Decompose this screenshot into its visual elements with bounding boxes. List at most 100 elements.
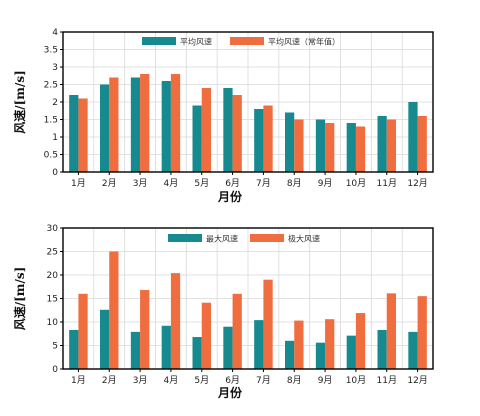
y-tick-label: 1 <box>52 133 58 143</box>
y-tick-label: 15 <box>47 295 58 305</box>
chart-1: 0 0.5 1 1.5 2 2.5 3 3.5 4 1月 2月 3月 4月 5月 6月 7月 8月 9月 10月 11… <box>12 28 434 204</box>
bar-2-5 <box>201 88 211 172</box>
legend-label-1: 最大风速 <box>206 234 238 244</box>
bar-2-6 <box>232 293 242 369</box>
bar-1-5 <box>192 105 202 172</box>
x-tick-label: 2月 <box>102 178 117 189</box>
bar-1-10 <box>346 335 356 369</box>
legend-label-2: 极大风速 <box>288 234 320 244</box>
bar-1-11 <box>377 329 387 369</box>
x-tick-label: 12月 <box>407 178 427 189</box>
y-tick-label: 2 <box>52 98 58 108</box>
x-tick-label: 9月 <box>318 375 333 386</box>
bar-1-12 <box>408 331 418 369</box>
y-tick-label: 0 <box>52 168 58 178</box>
bar-1-4 <box>161 81 171 172</box>
bar-2-10 <box>355 126 366 172</box>
bar-1-9 <box>315 342 326 369</box>
bar-2-9 <box>325 319 335 369</box>
bar-2-11 <box>386 293 396 369</box>
bar-2-11 <box>386 119 396 172</box>
legend-swatch-1 <box>168 234 202 242</box>
y-axis-label: 风速/[m/s] <box>12 267 27 331</box>
bar-1-7 <box>254 109 264 172</box>
bar-2-1 <box>78 98 88 172</box>
legend-swatch-2 <box>250 234 284 242</box>
legend-swatch-2 <box>230 37 264 45</box>
y-tick-label: 5 <box>52 342 58 352</box>
plot-frame <box>62 31 434 173</box>
bar-1-8 <box>285 112 295 172</box>
bar-1-9 <box>315 119 326 172</box>
legend-label-2: 平均风速（常年值） <box>268 37 340 47</box>
x-tick-label: 10月 <box>346 178 366 189</box>
y-tick-label: 25 <box>47 248 58 258</box>
bar-1-12 <box>408 102 418 172</box>
y-tick-label: 30 <box>47 224 59 234</box>
bar-2-2 <box>109 251 119 369</box>
y-tick-label: 10 <box>47 318 59 328</box>
x-tick-label: 5月 <box>194 178 209 189</box>
y-tick-label: 0 <box>52 365 58 375</box>
y-tick-label: 3 <box>52 63 58 73</box>
bar-1-4 <box>161 325 171 369</box>
x-tick-label: 3月 <box>133 375 148 386</box>
x-tick-label: 10月 <box>346 375 366 386</box>
chart-2: 0 5 10 15 20 25 30 1月 2月 3月 4月 5月 6月 7月 8月 9月 10月 11月 12月 最… <box>12 224 434 400</box>
y-tick-label: 2.5 <box>44 81 58 91</box>
legend: 最大风速 极大风速 <box>168 234 320 244</box>
bar-2-3 <box>140 290 150 369</box>
y-tick-label: 4 <box>52 28 58 38</box>
bar-1-3 <box>130 77 141 172</box>
x-axis-label: 月份 <box>217 385 243 400</box>
x-tick-label: 1月 <box>71 178 86 189</box>
y-tick-label: 3.5 <box>44 46 58 56</box>
bar-2-3 <box>140 74 150 172</box>
y-tick-label: 20 <box>47 271 59 281</box>
bar-2-5 <box>201 302 211 369</box>
x-tick-label: 2月 <box>102 375 117 386</box>
bar-1-11 <box>377 116 387 172</box>
legend-swatch-1 <box>142 37 176 45</box>
bar-1-7 <box>254 320 264 369</box>
bar-2-2 <box>109 77 119 172</box>
x-tick-label: 6月 <box>225 375 240 386</box>
bar-2-12 <box>417 116 427 172</box>
y-tick-label: 1.5 <box>44 116 58 126</box>
bar-2-9 <box>325 123 335 172</box>
y-tick-label: 0.5 <box>44 151 58 161</box>
bar-2-7 <box>263 279 273 369</box>
legend: 平均风速 平均风速（常年值） <box>142 37 340 47</box>
bar-2-12 <box>417 296 427 369</box>
x-tick-label: 1月 <box>71 375 86 386</box>
bar-2-8 <box>294 320 304 369</box>
x-tick-label: 8月 <box>287 375 302 386</box>
x-tick-label: 11月 <box>377 375 397 386</box>
x-tick-label: 12月 <box>407 375 427 386</box>
x-tick-label: 4月 <box>164 178 179 189</box>
bar-1-5 <box>192 337 202 369</box>
x-tick-label: 8月 <box>287 178 302 189</box>
bar-1-6 <box>223 88 233 172</box>
bar-2-4 <box>170 74 181 172</box>
bar-1-6 <box>223 326 233 369</box>
x-tick-label: 9月 <box>318 178 333 189</box>
x-tick-label: 3月 <box>133 178 148 189</box>
bar-2-8 <box>294 119 304 172</box>
x-tick-label: 6月 <box>225 178 240 189</box>
legend-label-1: 平均风速 <box>180 37 212 47</box>
x-tick-label: 7月 <box>256 375 271 386</box>
bar-1-1 <box>69 329 79 369</box>
x-axis-label: 月份 <box>217 189 243 204</box>
bar-1-8 <box>285 340 295 369</box>
bar-1-10 <box>346 123 356 172</box>
x-tick-label: 7月 <box>256 178 271 189</box>
bar-1-2 <box>100 309 110 369</box>
bar-1-1 <box>69 95 79 172</box>
bar-1-3 <box>130 331 141 369</box>
bar-1-2 <box>100 84 110 172</box>
x-tick-label: 4月 <box>164 375 179 386</box>
bar-2-4 <box>170 273 181 369</box>
plot-frame <box>62 227 434 370</box>
